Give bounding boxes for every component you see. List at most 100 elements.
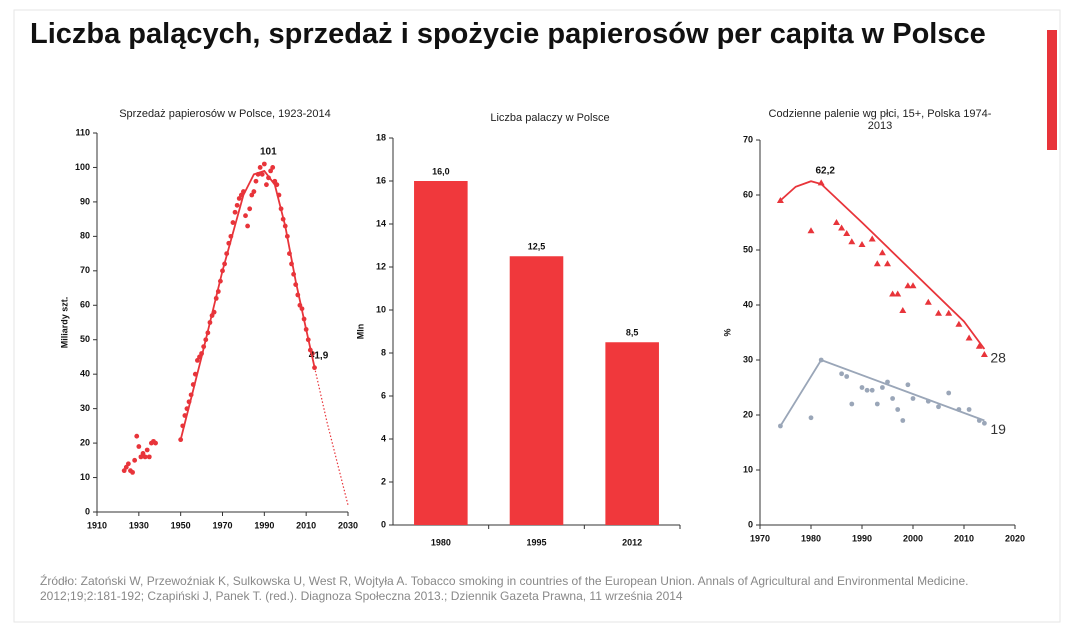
source-note: Źródło: Zatoński W, Przewoźniak K, Sulko… xyxy=(40,574,969,603)
y-tick-label: 60 xyxy=(743,189,753,199)
point xyxy=(247,206,253,212)
x-tick-label: 2000 xyxy=(903,533,923,543)
point xyxy=(910,396,916,401)
point xyxy=(844,374,850,379)
x-tick-label: 1910 xyxy=(87,520,107,530)
y-tick-label: 70 xyxy=(80,265,90,275)
y-tick-label: 80 xyxy=(80,231,90,241)
point xyxy=(909,282,917,289)
value-label: 8,5 xyxy=(626,328,639,338)
y-tick-label: 10 xyxy=(80,472,90,482)
x-tick-label: 2020 xyxy=(1005,533,1025,543)
trend-line xyxy=(779,180,986,350)
y-tick-label: 20 xyxy=(80,437,90,447)
chart-title: Codzienne palenie wg płci, 15+, Polska 1… xyxy=(768,108,992,132)
y-tick-label: 2 xyxy=(381,476,386,486)
chart-title: Sprzedaż papierosów w Polsce, 1923-2014 xyxy=(119,108,331,120)
point xyxy=(123,464,129,470)
point xyxy=(136,444,142,449)
point xyxy=(905,382,911,388)
point xyxy=(140,451,146,456)
point xyxy=(859,385,865,390)
y-tick-label: 0 xyxy=(748,519,753,529)
x-tick-label: 2012 xyxy=(622,537,642,547)
line-end-label: 19 xyxy=(990,421,1006,437)
x-tick-label: 1970 xyxy=(212,520,232,530)
point xyxy=(130,469,135,475)
x-tick-label: 1990 xyxy=(852,533,872,543)
point xyxy=(884,260,891,267)
point xyxy=(936,404,941,410)
point xyxy=(243,213,248,219)
point xyxy=(142,454,148,460)
point xyxy=(245,223,251,229)
y-tick-label: 50 xyxy=(743,244,753,254)
point xyxy=(195,358,200,363)
point xyxy=(890,396,895,401)
point xyxy=(807,227,815,234)
y-tick-label: 0 xyxy=(381,519,386,529)
x-tick-label: 1970 xyxy=(750,533,770,543)
point xyxy=(270,165,276,170)
point xyxy=(980,351,988,357)
point xyxy=(253,178,259,184)
x-tick-label: 2030 xyxy=(338,520,358,530)
x-tick-label: 2010 xyxy=(954,533,974,543)
point xyxy=(230,220,236,225)
point xyxy=(945,309,953,316)
value-label: 12,5 xyxy=(528,242,546,252)
x-tick-label: 1980 xyxy=(801,533,821,543)
bar xyxy=(605,342,659,525)
y-tick-label: 90 xyxy=(80,196,90,206)
accent-bar xyxy=(1047,30,1057,150)
trend-line xyxy=(179,169,316,440)
point xyxy=(121,468,127,474)
point xyxy=(900,418,906,423)
y-axis-label: Mln xyxy=(355,324,365,340)
point xyxy=(839,371,844,377)
point xyxy=(878,249,886,256)
y-tick-label: 12 xyxy=(376,261,386,271)
value-label: 62,2 xyxy=(815,166,835,177)
y-tick-label: 40 xyxy=(80,369,90,379)
point xyxy=(894,290,902,297)
point xyxy=(946,390,952,396)
bar xyxy=(414,181,468,525)
point xyxy=(895,407,901,412)
y-tick-label: 70 xyxy=(743,134,753,144)
point xyxy=(975,342,983,349)
y-tick-label: 30 xyxy=(743,354,753,364)
point xyxy=(868,235,876,242)
point xyxy=(236,196,242,201)
point xyxy=(261,161,267,167)
y-axis-label: Miliardy szt. xyxy=(59,297,69,349)
point xyxy=(849,401,855,407)
point xyxy=(259,171,265,177)
line-end-label: 28 xyxy=(990,350,1006,366)
point xyxy=(257,165,263,170)
point xyxy=(982,420,987,426)
point xyxy=(153,440,158,446)
x-tick-label: 1990 xyxy=(254,520,274,530)
x-tick-label: 1995 xyxy=(526,537,546,547)
point xyxy=(869,387,875,393)
x-tick-label: 1980 xyxy=(431,537,451,547)
y-tick-label: 16 xyxy=(376,175,386,185)
y-tick-label: 0 xyxy=(85,506,90,516)
y-axis-label: % xyxy=(722,328,732,336)
point xyxy=(232,209,238,215)
point xyxy=(858,241,866,247)
point xyxy=(249,192,255,198)
y-tick-label: 18 xyxy=(376,132,386,142)
y-tick-label: 50 xyxy=(80,334,90,344)
slide-title: Liczba palących, sprzedaż i spożycie pap… xyxy=(30,18,986,50)
point xyxy=(144,447,150,453)
y-tick-label: 30 xyxy=(80,403,90,413)
point xyxy=(904,282,912,289)
value-label: 41,9 xyxy=(309,350,329,361)
point xyxy=(132,457,138,463)
point xyxy=(848,238,856,245)
point xyxy=(138,454,144,460)
point xyxy=(935,309,942,316)
